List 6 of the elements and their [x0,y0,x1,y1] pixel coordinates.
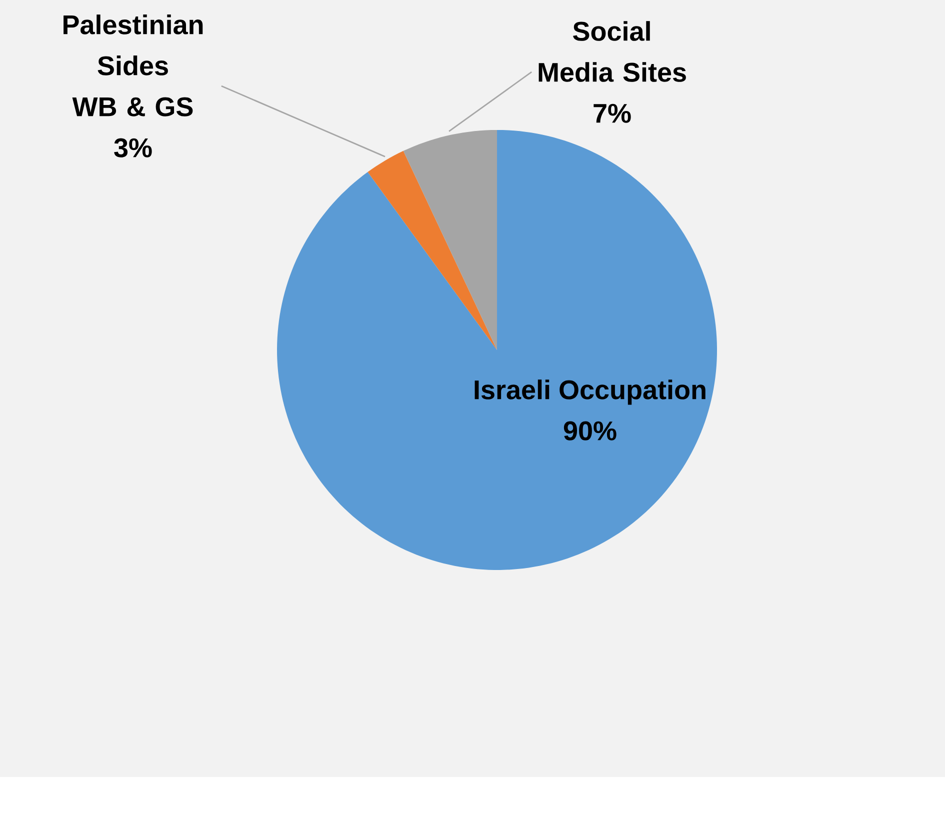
slice-label: Israeli Occupation [474,380,706,405]
data-label: 90% [564,421,616,440]
data-label: 7% [594,104,631,123]
slice-label: Social Media Sites [538,21,686,82]
slice-label: Palestinian Sides WB & GS [64,14,203,116]
data-label: 3% [114,138,152,158]
